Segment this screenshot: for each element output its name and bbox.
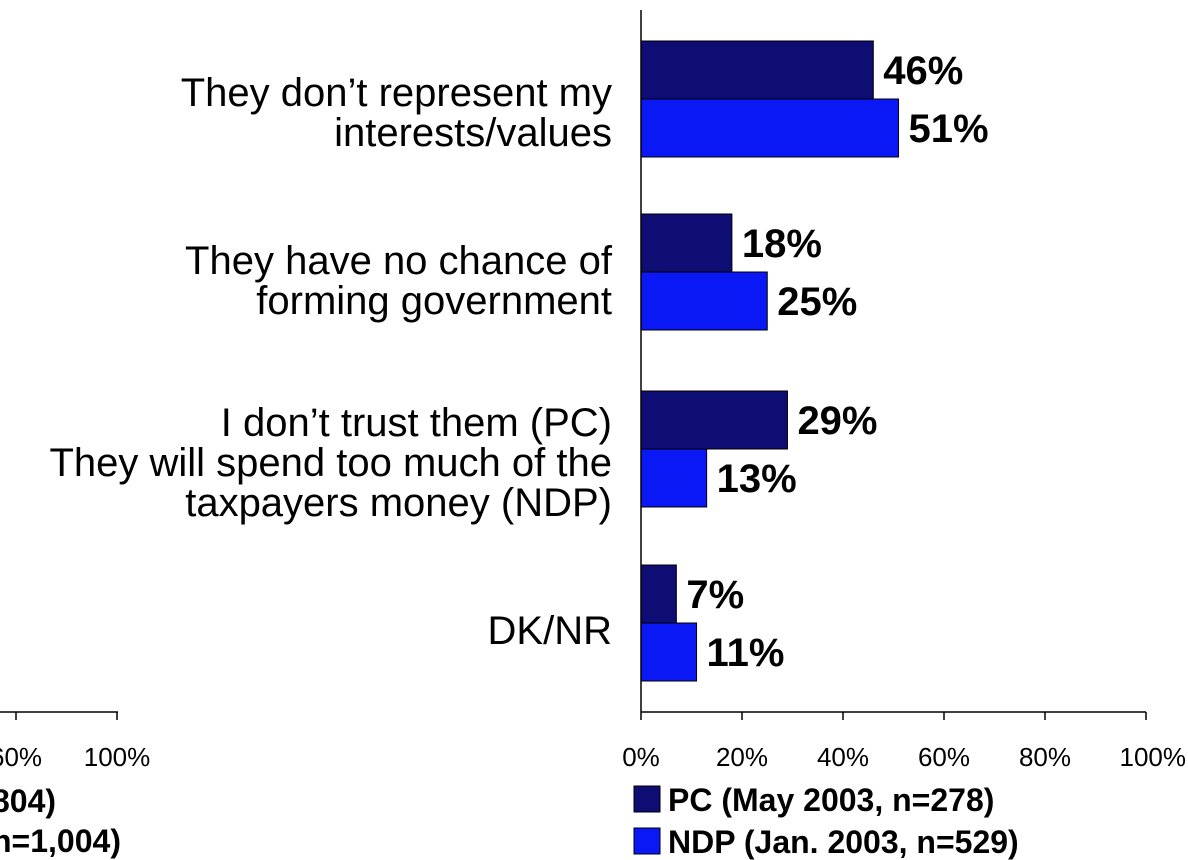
x-tick-label: 0% <box>622 742 660 772</box>
bars <box>640 40 900 682</box>
bar-pc <box>640 40 874 100</box>
bar-ndp <box>640 448 708 508</box>
legend-swatch-ndp <box>633 827 661 855</box>
left-fragment-legend-text: n=1,004) <box>0 823 121 859</box>
category-label: DK/NR <box>488 609 612 653</box>
value-label: 18% <box>742 222 822 266</box>
legend-label-ndp: NDP (Jan. 2003, n=529) <box>668 824 1019 860</box>
value-label: 7% <box>686 573 744 617</box>
category-label: forming government <box>256 279 612 323</box>
bar-pc <box>640 213 733 273</box>
value-label: 29% <box>797 399 877 443</box>
value-labels: 46% 51% 18% 25% 29%13% 7% 11% <box>686 49 988 675</box>
x-tick-label: 60% <box>918 742 970 772</box>
axes: 0% 20% 40% 60% 80% 100% <box>622 10 1186 772</box>
category-label: They don’t represent my <box>181 71 612 115</box>
left-chart-fragment: 60% 100% 804) n=1,004) <box>0 711 151 859</box>
value-label: 13% <box>717 457 797 501</box>
legend-swatch-pc <box>633 785 661 813</box>
bar-ndp <box>640 622 698 682</box>
bar-pc <box>640 564 677 624</box>
legend: PC (May 2003, n=278) NDP (Jan. 2003, n=52… <box>633 782 1019 860</box>
value-label: 46% <box>883 49 963 93</box>
bar-ndp <box>640 98 900 158</box>
category-label: I don’t trust them (PC) <box>221 401 612 445</box>
x-tick-label: 20% <box>716 742 768 772</box>
category-label: interests/values <box>334 111 612 155</box>
value-label: 11% <box>707 631 785 675</box>
category-label: They have no chance of <box>185 239 613 283</box>
bar-pc <box>640 390 788 450</box>
category-label: They will spend too much of the <box>49 441 612 485</box>
value-label: 25% <box>777 280 857 324</box>
bar-ndp <box>640 271 768 331</box>
x-tick-label: 40% <box>817 742 869 772</box>
value-label: 51% <box>909 107 989 151</box>
x-tick-label: 80% <box>1019 742 1071 772</box>
left-fragment-tick-label: 60% <box>0 742 42 772</box>
left-fragment-tick-label: 100% <box>84 742 151 772</box>
category-label: taxpayers money (NDP) <box>185 481 612 525</box>
left-fragment-legend-text: 804) <box>0 783 56 819</box>
x-tick-label: 100% <box>1120 742 1187 772</box>
legend-label-pc: PC (May 2003, n=278) <box>668 782 994 818</box>
